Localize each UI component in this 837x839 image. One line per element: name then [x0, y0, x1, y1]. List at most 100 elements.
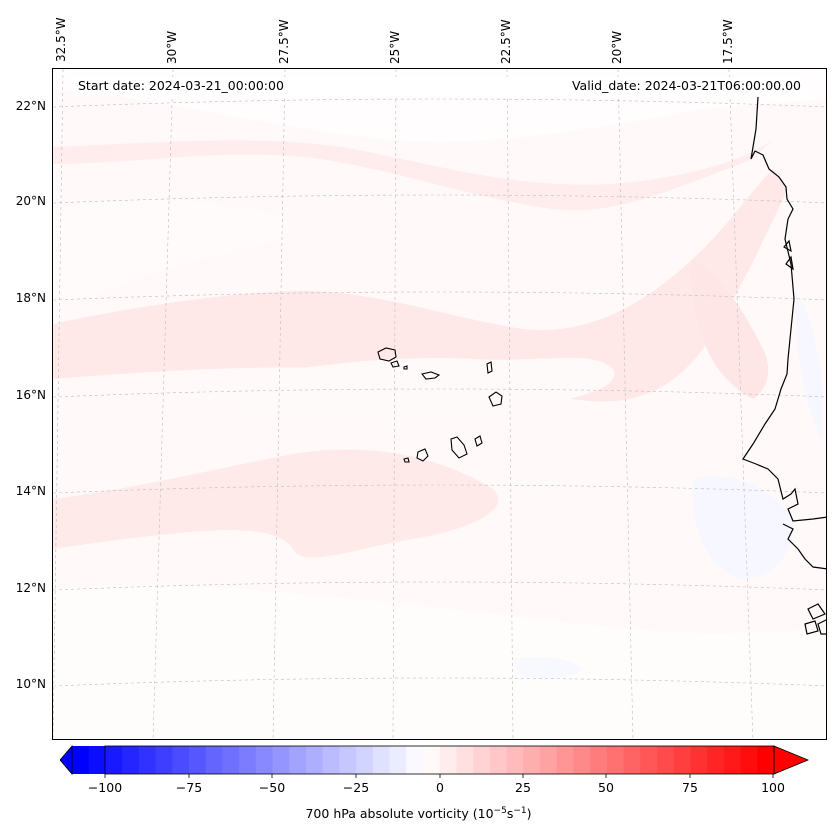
colorbar-segment	[606, 746, 625, 774]
parallel-10n	[53, 677, 826, 687]
colorbar-segment	[657, 746, 675, 774]
colorbar-segment	[272, 746, 290, 774]
cb-tick-label-m75: −75	[175, 780, 203, 795]
colorbar-segment	[573, 746, 591, 774]
map-panel[interactable]	[52, 68, 827, 740]
island-maio	[474, 435, 483, 447]
coastline	[742, 96, 826, 635]
colorbar-segment	[690, 746, 708, 774]
colorbar-segment	[757, 746, 775, 774]
colorbar-segment	[372, 746, 391, 774]
medium-band-1	[53, 139, 773, 211]
colorbar-segment	[155, 746, 173, 774]
colorbar-segment	[406, 746, 424, 774]
colorbar-segment	[540, 746, 558, 774]
colorbar-outline	[104, 745, 775, 775]
cb-tick-label-0: 0	[436, 780, 444, 795]
colorbar-segment	[356, 746, 374, 774]
parallel-22n	[53, 98, 826, 108]
colorbar-segment	[222, 746, 240, 774]
parallel-14n	[53, 484, 826, 494]
date-banner: Start date: 2024-03-21_00:00:00 Valid_da…	[72, 77, 807, 96]
colorbar-segment	[456, 746, 474, 774]
cb-tick-label-25: 25	[515, 780, 531, 795]
colorbar-segment	[306, 746, 324, 774]
island-santiago	[450, 436, 468, 459]
colorbar-segment	[590, 746, 608, 774]
valid-date-text: Valid_date: 2024-03-21T06:00:00.00	[571, 78, 801, 93]
medium-band-3	[53, 449, 499, 558]
coast-islet	[785, 255, 794, 271]
lat-label-20n: 20°N	[15, 194, 46, 208]
vorticity-field	[53, 69, 826, 739]
colorbar-segment	[423, 746, 441, 774]
cb-tick-label-100: 100	[761, 780, 785, 795]
colorbar-extend-min	[60, 744, 73, 776]
colorbar-segment	[506, 746, 524, 774]
colorbar-segment	[239, 746, 257, 774]
cb-tick-label-m25: −25	[342, 780, 370, 795]
colorbar-label-mid: s	[506, 806, 514, 822]
meridian-22-5w	[506, 69, 514, 739]
colorbar-segment	[205, 746, 224, 774]
colorbar-segment	[339, 746, 357, 774]
colorbar-label-prefix: 700 hPa absolute vorticity (10	[305, 806, 494, 822]
bijagos-1	[807, 603, 826, 620]
lon-label-32-5w: 32.5°W	[54, 17, 68, 62]
colorbar-segments	[72, 746, 775, 774]
cape-verde-islands	[377, 347, 503, 463]
light-band-3	[191, 357, 615, 425]
lat-label-14n: 14°N	[15, 484, 46, 498]
colorbar-segment	[389, 746, 407, 774]
meridian-25w	[392, 69, 397, 739]
colorbar-segment	[105, 746, 123, 774]
colorbar-segment	[122, 746, 140, 774]
meridian-30w	[152, 69, 174, 739]
colorbar-segment	[640, 746, 658, 774]
colorbar-segment	[556, 746, 575, 774]
colorbar	[60, 744, 810, 778]
bijagos-2	[804, 620, 819, 635]
negative-patch-1	[693, 476, 794, 579]
cb-tick-label-50: 50	[598, 780, 614, 795]
parallel-16n	[53, 388, 826, 398]
bijagos-3	[817, 619, 826, 635]
lat-label-16n: 16°N	[15, 388, 46, 402]
colorbar-segment	[623, 746, 641, 774]
colorbar-segment	[473, 746, 491, 774]
coast-islet-2	[783, 239, 792, 253]
cb-tick-label-75: 75	[682, 780, 698, 795]
lat-label-18n: 18°N	[15, 291, 46, 305]
colorbar-segment	[72, 746, 90, 774]
colorbar-segment	[255, 746, 274, 774]
colorbar-segment	[88, 746, 107, 774]
lon-label-20w: 20°W	[610, 30, 624, 64]
lon-label-17-5w: 17.5°W	[721, 19, 735, 64]
colorbar-segment	[523, 746, 541, 774]
colorbar-ticks	[104, 774, 774, 778]
parallel-20n	[53, 194, 826, 204]
colorbar-segment	[189, 746, 207, 774]
colorbar-segment	[489, 746, 508, 774]
colorbar-segment	[740, 746, 758, 774]
meridian-17-5w	[728, 69, 754, 739]
colorbar-segment	[723, 746, 742, 774]
lon-label-25w: 25°W	[388, 30, 402, 64]
cb-tick-label-m50: −50	[258, 780, 286, 795]
gambia-guinea-coast	[782, 523, 826, 570]
lat-label-10n: 10°N	[15, 677, 46, 691]
island-boa-vista	[488, 391, 503, 407]
colorbar-segment	[289, 746, 307, 774]
meridian-27-5w	[272, 69, 286, 739]
colorbar-segment	[673, 746, 692, 774]
lon-label-27-5w: 27.5°W	[277, 19, 291, 64]
colorbar-segment	[707, 746, 725, 774]
lat-label-12n: 12°N	[15, 581, 46, 595]
colorbar-extend-max	[773, 745, 810, 775]
light-band-2	[53, 200, 291, 305]
colorbar-label-exp1: −5	[493, 806, 507, 816]
colorbar-label-exp2: −1	[513, 806, 527, 816]
island-fogo	[416, 448, 429, 462]
cb-tick-label-m100: −100	[87, 780, 123, 795]
lon-label-30w: 30°W	[165, 30, 179, 64]
